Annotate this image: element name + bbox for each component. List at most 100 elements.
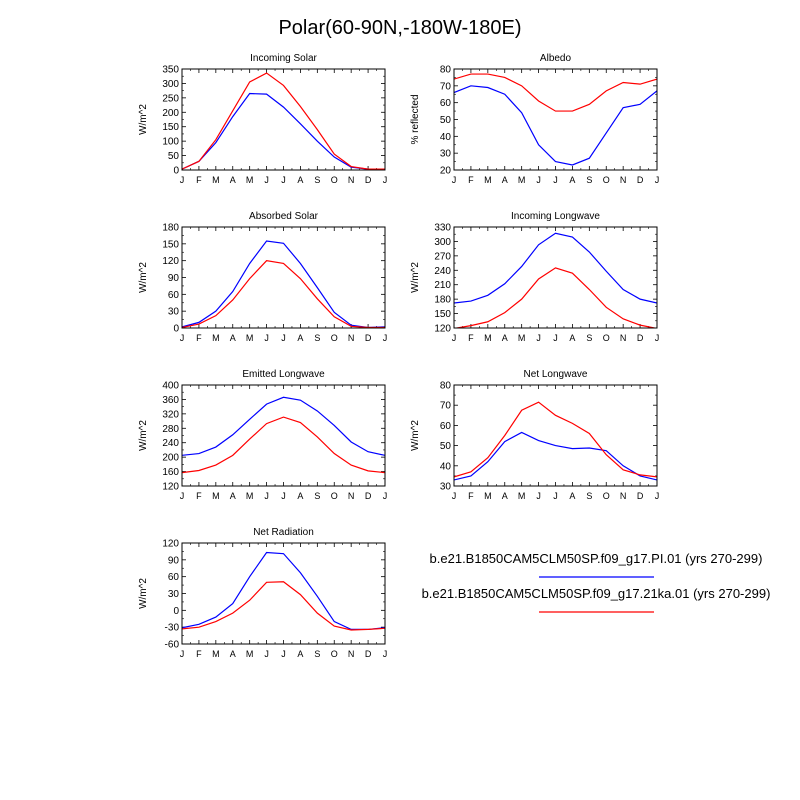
x-tick-label: O (331, 333, 338, 343)
series-line-pi (454, 431, 657, 481)
y-tick-label: 210 (434, 280, 451, 291)
y-tick-label: 150 (162, 122, 179, 133)
y-tick-label: 90 (168, 273, 180, 284)
y-tick-label: 150 (434, 309, 451, 320)
y-tick-label: 0 (173, 324, 179, 335)
y-tick-label: 360 (162, 395, 179, 406)
y-axis-label: W/m^2 (138, 262, 149, 293)
y-tick-label: 40 (440, 132, 452, 143)
legend-label-21ka: b.e21.B1850CAM5CLM50SP.f09_g17.21ka.01 (… (422, 586, 771, 601)
y-tick-label: 240 (434, 266, 451, 277)
y-tick-label: 50 (440, 115, 452, 126)
x-tick-label: J (180, 333, 185, 343)
y-tick-label: 300 (162, 79, 179, 90)
plot-frame (453, 68, 658, 171)
x-tick-label: J (281, 175, 286, 185)
y-tick-label: 350 (162, 65, 179, 76)
x-tick-label: M (484, 175, 492, 185)
x-tick-label: A (297, 491, 303, 501)
series-line-pi (182, 240, 385, 328)
x-tick-label: S (586, 491, 592, 501)
y-tick-label: 40 (440, 461, 452, 472)
x-tick-label: O (603, 491, 610, 501)
x-tick-label: A (297, 175, 303, 185)
x-tick-label: D (637, 175, 644, 185)
y-tick-label: 300 (434, 237, 451, 248)
plot-frame (181, 226, 386, 329)
x-tick-label: J (180, 491, 185, 501)
x-tick-label: J (536, 333, 541, 343)
y-tick-label: 30 (168, 589, 180, 600)
x-tick-label: J (281, 333, 286, 343)
x-tick-label: A (502, 175, 508, 185)
x-tick-label: J (553, 333, 558, 343)
x-tick-label: D (637, 333, 644, 343)
x-tick-label: A (230, 649, 236, 659)
x-tick-label: J (655, 491, 660, 501)
x-tick-label: D (637, 491, 644, 501)
x-tick-label: M (246, 491, 254, 501)
panel-title: Incoming Longwave (511, 211, 600, 222)
plot-frame (181, 68, 386, 171)
y-axis-label: W/m^2 (410, 420, 421, 451)
panel-title: Incoming Solar (250, 53, 317, 64)
x-tick-label: F (468, 333, 474, 343)
series-line-21ka (182, 260, 385, 328)
y-tick-label: 180 (162, 223, 179, 234)
y-tick-label: 90 (168, 555, 180, 566)
x-tick-label: M (212, 649, 220, 659)
x-tick-label: S (586, 333, 592, 343)
series-line-21ka (182, 581, 385, 631)
plot-frame (181, 542, 386, 645)
x-tick-label: M (484, 491, 492, 501)
x-tick-label: O (331, 649, 338, 659)
y-axis-label: W/m^2 (138, 420, 149, 451)
plot-frame (453, 384, 658, 487)
x-tick-label: J (655, 175, 660, 185)
plot-frame (181, 384, 386, 487)
y-axis-label: W/m^2 (410, 262, 421, 293)
x-tick-label: J (553, 175, 558, 185)
y-tick-label: 60 (440, 421, 452, 432)
x-tick-label: J (281, 491, 286, 501)
y-axis-label: W/m^2 (138, 104, 149, 135)
x-tick-label: A (297, 649, 303, 659)
x-tick-label: J (383, 333, 388, 343)
panel-title: Net Longwave (524, 369, 588, 380)
panel-title: Albedo (540, 53, 572, 64)
x-tick-label: O (331, 175, 338, 185)
x-tick-label: D (365, 333, 372, 343)
x-tick-label: A (230, 175, 236, 185)
y-tick-label: 400 (162, 381, 179, 392)
x-tick-label: M (484, 333, 492, 343)
y-tick-label: 30 (440, 482, 452, 493)
x-tick-label: D (365, 491, 372, 501)
panel-title: Absorbed Solar (249, 211, 319, 222)
y-tick-label: 120 (434, 324, 451, 335)
x-tick-label: J (553, 491, 558, 501)
x-tick-label: J (452, 175, 457, 185)
y-tick-label: 250 (162, 93, 179, 104)
y-tick-label: 200 (162, 453, 179, 464)
series-line-21ka (182, 72, 385, 170)
x-tick-label: A (569, 491, 575, 501)
y-tick-label: 60 (168, 290, 180, 301)
x-tick-label: J (264, 649, 269, 659)
y-tick-label: 120 (162, 256, 179, 267)
y-tick-label: 60 (168, 572, 180, 583)
x-tick-label: O (603, 175, 610, 185)
x-tick-label: M (246, 649, 254, 659)
x-tick-label: D (365, 649, 372, 659)
x-tick-label: N (620, 175, 627, 185)
y-tick-label: 100 (162, 137, 179, 148)
series-line-pi (454, 232, 657, 304)
x-tick-label: J (180, 175, 185, 185)
legend-label-pi: b.e21.B1850CAM5CLM50SP.f09_g17.PI.01 (yr… (430, 551, 763, 566)
x-tick-label: J (264, 491, 269, 501)
y-tick-label: -60 (165, 640, 180, 651)
x-tick-label: S (314, 649, 320, 659)
y-tick-label: 70 (440, 401, 452, 412)
